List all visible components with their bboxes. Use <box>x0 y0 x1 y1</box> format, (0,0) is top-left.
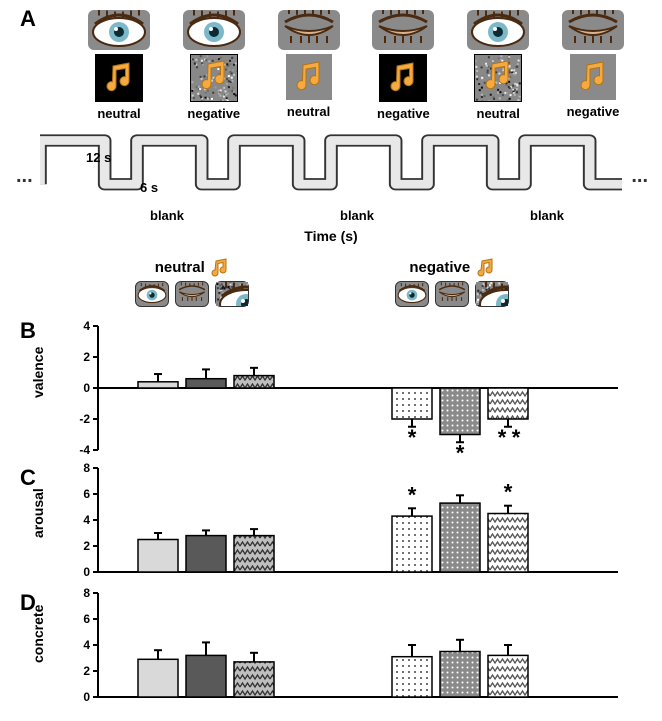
svg-text:0: 0 <box>83 565 90 579</box>
condition-label: neutral <box>477 106 520 121</box>
panel-c-chart: 0 2 4 6 8 * * <box>70 460 622 580</box>
panel-b-label: B <box>20 318 36 344</box>
ellipsis-left: ... <box>16 165 33 188</box>
condition-label: negative <box>187 106 240 121</box>
panel-a-xaxis: Time (s) <box>20 228 642 244</box>
svg-text:*: * <box>512 425 521 450</box>
ellipsis-right: ... <box>631 165 648 188</box>
svg-text:6: 6 <box>83 487 90 501</box>
condition-label: negative <box>567 104 620 119</box>
negative-icon-strip <box>395 281 509 307</box>
svg-text:*: * <box>408 425 417 450</box>
eye-closed-icon <box>562 10 624 50</box>
condition-column: negative <box>554 10 632 121</box>
svg-text:*: * <box>408 482 417 507</box>
svg-text:8: 8 <box>83 461 90 475</box>
neutral-label: neutral <box>155 259 205 276</box>
condition-label: neutral <box>97 106 140 121</box>
panel-c-label: C <box>20 465 36 491</box>
panel-a-icon-row: neutral negative neutral negative neutra… <box>80 10 632 121</box>
svg-text:4: 4 <box>83 513 90 527</box>
eye-closed-icon <box>372 10 434 50</box>
panel-b-ylabel: valence <box>30 378 46 398</box>
condition-column: negative <box>175 10 253 121</box>
panel-c-ylabel: arousal <box>30 518 46 538</box>
blank-label-1: blank <box>150 208 184 223</box>
svg-text:4: 4 <box>83 638 90 652</box>
music-note-icon <box>570 54 616 100</box>
svg-text:2: 2 <box>83 539 90 553</box>
panel-b-chart: -4-2024 **** <box>70 318 622 458</box>
figure-root: A neutral negative neutral negative <box>0 0 662 721</box>
condition-label: negative <box>377 106 430 121</box>
music-note-icon <box>286 54 332 100</box>
condition-label: neutral <box>287 104 330 119</box>
panel-a: neutral negative neutral negative neutra… <box>20 10 642 240</box>
svg-text:0: 0 <box>83 690 90 704</box>
svg-text:*: * <box>504 480 513 505</box>
on-duration-label: 12 s <box>86 150 111 165</box>
eye-noise-icon <box>475 281 509 307</box>
svg-text:2: 2 <box>83 664 90 678</box>
condition-column: neutral <box>80 10 158 121</box>
svg-text:6: 6 <box>83 612 90 626</box>
eye-closed-icon <box>435 281 469 307</box>
svg-text:-2: -2 <box>79 412 90 426</box>
condition-column: negative <box>364 10 442 121</box>
music-note-icon <box>209 258 229 278</box>
music-note-icon <box>474 54 522 102</box>
condition-column: neutral <box>270 10 348 121</box>
svg-text:-4: -4 <box>79 443 90 457</box>
blank-label-3: blank <box>530 208 564 223</box>
eye-closed-icon <box>175 281 209 307</box>
music-note-icon <box>190 54 238 102</box>
group-header-negative: negative <box>395 258 509 307</box>
panel-d-chart: 0 2 4 6 8 <box>70 585 622 705</box>
eye-open-icon <box>467 10 529 50</box>
eye-open-icon <box>395 281 429 307</box>
music-note-icon <box>379 54 427 102</box>
panel-d-ylabel: concrete <box>30 643 46 663</box>
off-duration-label: 6 s <box>140 180 158 195</box>
eye-noise-icon <box>215 281 249 307</box>
group-header-neutral: neutral <box>135 258 249 307</box>
neutral-icon-strip <box>135 281 249 307</box>
svg-text:*: * <box>456 440 465 458</box>
negative-label: negative <box>409 259 470 276</box>
music-note-icon <box>95 54 143 102</box>
eye-closed-icon <box>278 10 340 50</box>
svg-text:*: * <box>498 425 507 450</box>
condition-column: neutral <box>459 10 537 121</box>
music-note-icon <box>475 258 495 278</box>
eye-open-icon <box>88 10 150 50</box>
svg-text:2: 2 <box>83 350 90 364</box>
panel-a-wave <box>40 130 622 200</box>
eye-open-icon <box>183 10 245 50</box>
svg-text:0: 0 <box>83 381 90 395</box>
svg-text:4: 4 <box>83 319 90 333</box>
eye-open-icon <box>135 281 169 307</box>
svg-text:8: 8 <box>83 586 90 600</box>
blank-label-2: blank <box>340 208 374 223</box>
